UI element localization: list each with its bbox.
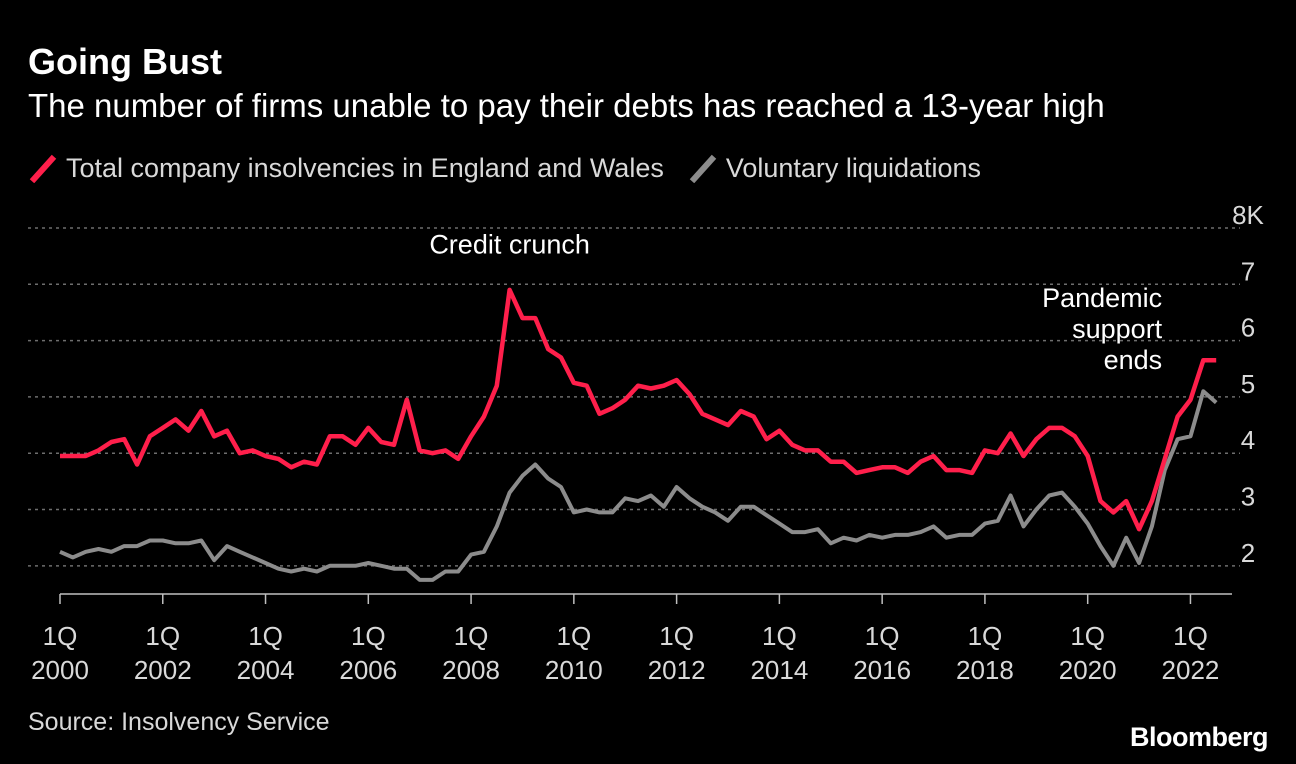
x-tick-label-quarter: 1Q (865, 621, 900, 651)
annotation-pandemic-support-ends: ends (1104, 345, 1163, 375)
y-tick-label: 3 (1241, 482, 1255, 512)
source-note: Source: Insolvency Service (28, 708, 330, 736)
y-tick-label: 4 (1241, 425, 1255, 455)
gray-line-icon (689, 154, 717, 183)
x-tick-label-quarter: 1Q (351, 621, 386, 651)
x-tick-label-year: 2016 (853, 655, 911, 685)
annotation-credit-crunch: Credit crunch (429, 229, 590, 259)
annotation-pandemic-support-ends: support (1072, 314, 1163, 344)
x-tick-label-quarter: 1Q (454, 621, 489, 651)
x-tick-label-year: 2004 (237, 655, 295, 685)
x-tick-label-year: 2000 (31, 655, 89, 685)
annotation-pandemic-support-ends: Pandemic (1042, 283, 1162, 313)
red-line-icon (29, 154, 57, 183)
y-tick-label: 8K (1232, 200, 1264, 230)
chart-title: Going Bust (28, 41, 222, 82)
legend-label-total-insolvencies: Total company insolvencies in England an… (66, 152, 664, 183)
x-tick-label-year: 2022 (1162, 655, 1220, 685)
x-tick-label-quarter: 1Q (659, 621, 694, 651)
y-tick-label: 2 (1241, 538, 1255, 568)
y-tick-label: 6 (1241, 313, 1255, 343)
x-tick-label-quarter: 1Q (557, 621, 592, 651)
chart-subtitle: The number of firms unable to pay their … (28, 87, 1105, 124)
x-tick-label-quarter: 1Q (1173, 621, 1208, 651)
x-tick-label-year: 2020 (1059, 655, 1117, 685)
x-tick-label-year: 2008 (442, 655, 500, 685)
chart-legend: Total company insolvencies in England an… (28, 150, 1005, 186)
series-line-voluntary-liquidations (59, 389, 1218, 582)
x-tick-label-quarter: 1Q (43, 621, 78, 651)
x-tick-label-quarter: 1Q (968, 621, 1003, 651)
legend-item-total-insolvencies: Total company insolvencies in England an… (28, 153, 664, 184)
y-tick-label: 7 (1241, 256, 1255, 286)
x-tick-label-year: 2010 (545, 655, 603, 685)
x-tick-label-quarter: 1Q (145, 621, 180, 651)
y-tick-label: 5 (1241, 369, 1255, 399)
x-tick-label-quarter: 1Q (1070, 621, 1105, 651)
legend-item-voluntary-liquidations: Voluntary liquidations (688, 153, 981, 184)
x-tick-label-year: 2018 (956, 655, 1014, 685)
x-tick-label-year: 2012 (648, 655, 706, 685)
x-tick-label-year: 2014 (750, 655, 808, 685)
legend-label-voluntary-liquidations: Voluntary liquidations (725, 152, 982, 183)
x-tick-label-quarter: 1Q (762, 621, 797, 651)
x-tick-label-year: 2006 (339, 655, 397, 685)
x-tick-label-year: 2002 (134, 655, 192, 685)
bloomberg-logo: Bloomberg (1129, 722, 1269, 752)
series-line-total-insolvencies (60, 287, 1217, 532)
x-tick-label-quarter: 1Q (248, 621, 283, 651)
